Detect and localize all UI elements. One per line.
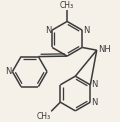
Text: N: N — [45, 26, 51, 35]
Text: N: N — [5, 67, 11, 76]
Text: N: N — [91, 98, 98, 107]
Text: CH₃: CH₃ — [36, 112, 50, 121]
Text: CH₃: CH₃ — [60, 1, 74, 10]
Text: N: N — [91, 80, 98, 89]
Text: NH: NH — [98, 45, 110, 54]
Text: N: N — [83, 26, 89, 35]
